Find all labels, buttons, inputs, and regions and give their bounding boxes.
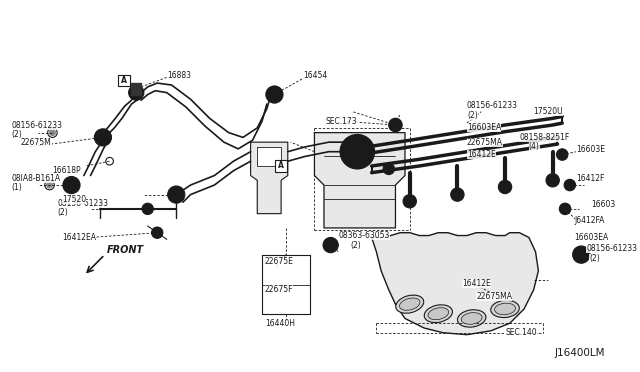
Text: (2): (2)	[351, 241, 362, 250]
Text: (2): (2)	[467, 111, 477, 120]
Polygon shape	[372, 233, 538, 335]
Text: 08158-8251F: 08158-8251F	[519, 133, 570, 142]
Text: A: A	[121, 76, 127, 85]
Text: (1): (1)	[12, 183, 22, 192]
Bar	[275, 160, 287, 172]
Polygon shape	[257, 147, 281, 166]
Text: 22675M: 22675M	[21, 138, 52, 147]
Text: 22675E: 22675E	[265, 257, 294, 266]
Text: 16603EA: 16603EA	[575, 233, 609, 242]
Circle shape	[564, 179, 575, 191]
Circle shape	[142, 203, 154, 215]
Circle shape	[94, 129, 111, 146]
Text: 16883: 16883	[167, 71, 191, 80]
Circle shape	[47, 182, 52, 188]
Ellipse shape	[458, 310, 486, 327]
Circle shape	[388, 118, 402, 132]
Polygon shape	[251, 142, 288, 214]
Ellipse shape	[396, 295, 424, 313]
Ellipse shape	[428, 308, 449, 320]
Text: 08363-63053: 08363-63053	[339, 231, 390, 240]
Circle shape	[323, 237, 339, 253]
Text: 16412EA: 16412EA	[62, 233, 96, 242]
Text: 08156-61233: 08156-61233	[12, 121, 63, 129]
Text: SEC.173: SEC.173	[326, 117, 358, 126]
Text: 22675MA: 22675MA	[467, 138, 503, 147]
Text: (2): (2)	[12, 130, 22, 139]
Text: 08156-61233: 08156-61233	[467, 102, 518, 110]
Text: 16603EA: 16603EA	[467, 124, 501, 132]
Circle shape	[63, 176, 80, 193]
Text: 08IA8-B161A: 08IA8-B161A	[12, 174, 61, 183]
Text: A: A	[278, 161, 284, 170]
Text: 16412E: 16412E	[462, 279, 491, 288]
Text: 08156-61233: 08156-61233	[586, 244, 637, 253]
Circle shape	[168, 186, 185, 203]
Circle shape	[129, 85, 144, 100]
Text: (4): (4)	[529, 142, 540, 151]
Circle shape	[383, 163, 394, 174]
Circle shape	[403, 195, 417, 208]
Circle shape	[499, 180, 512, 193]
Circle shape	[546, 174, 559, 187]
Circle shape	[152, 227, 163, 238]
Text: 16412E: 16412E	[467, 150, 495, 159]
Circle shape	[557, 149, 568, 160]
Text: 16440H: 16440H	[265, 319, 295, 328]
Ellipse shape	[491, 300, 519, 318]
Text: 17520U: 17520U	[534, 107, 563, 116]
Ellipse shape	[399, 298, 420, 310]
Text: 17520: 17520	[62, 195, 86, 204]
Circle shape	[573, 246, 590, 263]
Text: 16412F: 16412F	[577, 174, 605, 183]
Circle shape	[266, 86, 283, 103]
Text: FRONT: FRONT	[107, 245, 144, 254]
Bar	[131, 83, 141, 94]
Text: 08156-61233: 08156-61233	[57, 199, 108, 208]
Text: J6412FA: J6412FA	[575, 216, 605, 225]
Circle shape	[451, 188, 464, 201]
Text: SEC.140: SEC.140	[505, 328, 537, 337]
Text: 16454: 16454	[303, 71, 327, 80]
Circle shape	[340, 135, 374, 169]
Ellipse shape	[424, 305, 452, 323]
Polygon shape	[314, 133, 405, 228]
Text: 22675MA: 22675MA	[476, 292, 513, 301]
Ellipse shape	[495, 303, 515, 315]
Text: 16603E: 16603E	[577, 145, 605, 154]
Bar	[118, 74, 129, 86]
Text: 16618P: 16618P	[52, 166, 81, 175]
Text: (2): (2)	[57, 208, 68, 217]
Circle shape	[346, 140, 369, 163]
Text: J16400LM: J16400LM	[555, 349, 605, 359]
Circle shape	[49, 130, 55, 135]
Text: (2): (2)	[589, 254, 600, 263]
Ellipse shape	[461, 312, 482, 324]
Text: 22675F: 22675F	[265, 285, 293, 294]
Text: 16603: 16603	[591, 200, 615, 209]
Circle shape	[559, 203, 571, 215]
